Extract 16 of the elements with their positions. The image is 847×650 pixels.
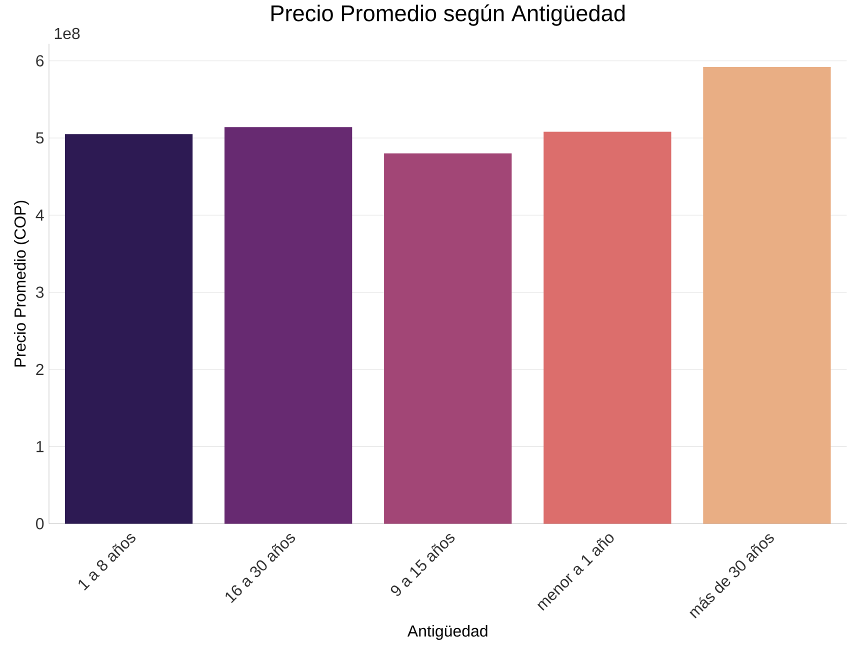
y-tick-label: 4	[36, 210, 44, 221]
y-tick-label: 1	[36, 441, 44, 452]
y-tick-label: 5	[36, 132, 44, 144]
y-tick-label: 3	[36, 286, 44, 298]
y-tick-label: 2	[36, 364, 44, 376]
bar	[224, 127, 352, 524]
bar	[703, 67, 831, 524]
chart-title: Precio Promedio según Antigüedad	[271, 4, 625, 26]
x-axis-title: Antigüedad	[407, 625, 488, 640]
bar	[544, 132, 672, 524]
y-axis-title: Precio Promedio (COP)	[14, 200, 29, 367]
y-tick-label: 0	[36, 518, 44, 530]
bar	[64, 134, 193, 524]
bar	[384, 154, 512, 524]
text: 1e8	[54, 28, 80, 40]
y-tick-label: 6	[36, 55, 44, 67]
